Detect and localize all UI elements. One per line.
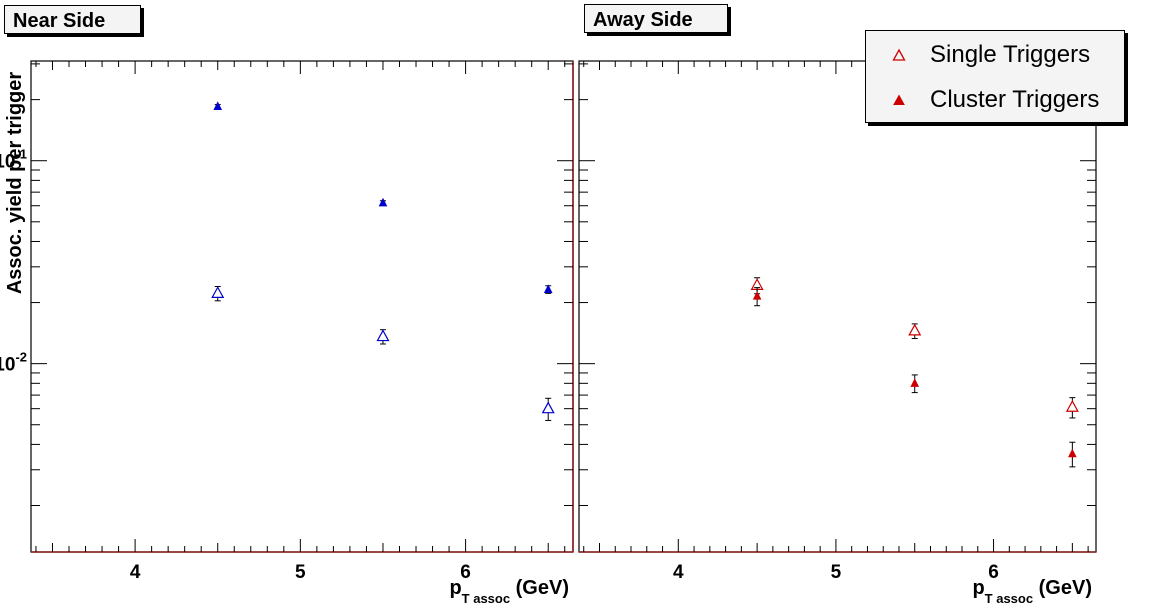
legend-entry-cluster: Cluster Triggers xyxy=(866,80,1124,120)
data-point-open-triangle xyxy=(541,401,555,414)
data-point-open-triangle xyxy=(376,329,390,342)
data-point-open-triangle xyxy=(908,323,922,336)
y-tick-label: 10-1 xyxy=(0,147,27,173)
open-triangle-marker-icon xyxy=(892,48,906,61)
data-point-open-triangle xyxy=(211,286,225,298)
data-point-filled-triangle xyxy=(543,284,553,293)
filled-triangle-marker-icon xyxy=(893,94,905,105)
data-point-filled-triangle xyxy=(910,378,920,387)
legend-entry-single: Single Triggers xyxy=(866,35,1124,75)
data-point-filled-triangle xyxy=(752,291,762,300)
legend: Single Triggers Cluster Triggers xyxy=(865,30,1125,123)
x-tick-label: 6 xyxy=(988,562,999,583)
x-tick-label: 4 xyxy=(673,562,684,583)
x-axis-title: pT assoc (GeV) xyxy=(449,577,569,606)
plot-frame-0 xyxy=(30,60,574,553)
data-point-filled-triangle xyxy=(1068,448,1077,458)
x-axis-title: pT assoc (GeV) xyxy=(972,577,1092,606)
data-point-filled-triangle xyxy=(213,101,223,110)
x-tick-label: 5 xyxy=(831,562,842,583)
plot-frame-1 xyxy=(578,60,1097,553)
near-side-title: Near Side xyxy=(4,5,141,34)
x-tick-label: 4 xyxy=(130,562,141,583)
data-point-open-triangle xyxy=(1065,399,1079,412)
y-tick-label: 10-2 xyxy=(0,350,27,376)
x-tick-label: 6 xyxy=(460,562,471,583)
legend-label-cluster: Cluster Triggers xyxy=(930,86,1100,113)
legend-label-single: Single Triggers xyxy=(930,41,1091,68)
away-side-title: Away Side xyxy=(584,4,728,33)
x-tick-label: 5 xyxy=(295,562,306,583)
data-point-filled-triangle xyxy=(378,197,388,207)
y-axis-title: Assoc. yield per trigger xyxy=(4,72,26,295)
